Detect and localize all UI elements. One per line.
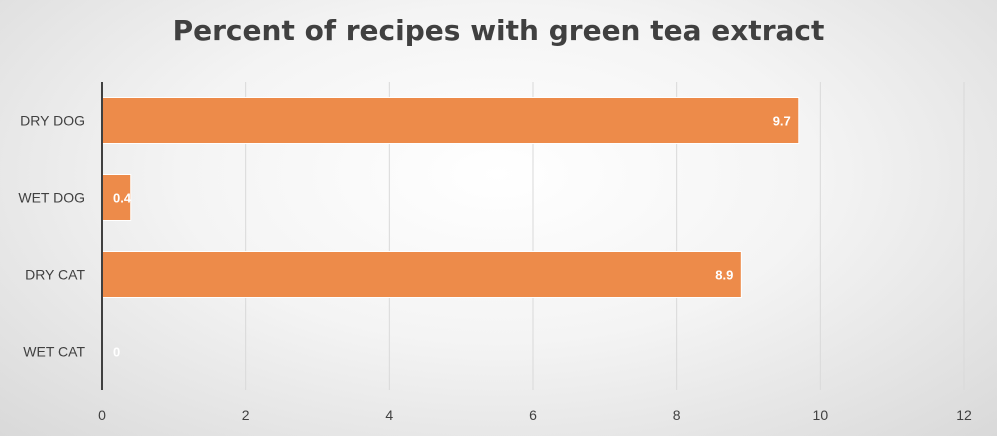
x-tick-label-0: 0 [98,407,106,423]
data-label-0: 9.7 [773,114,791,129]
data-label-3: 0 [113,345,120,360]
bar-1 [101,174,132,221]
x-tick-label-3: 6 [529,407,537,423]
x-tick-label-4: 8 [673,407,681,423]
category-label-1: WET DOG [18,190,85,206]
data-label-1: 0.4 [113,191,132,206]
category-label-3: WET CAT [23,344,85,360]
x-tick-label-1: 2 [242,407,250,423]
x-tick-label-5: 10 [813,407,829,423]
category-label-2: DRY CAT [25,267,85,283]
x-tick-label-6: 12 [956,407,972,423]
bar-2 [101,251,742,298]
x-tick-label-2: 4 [385,407,393,423]
category-label-0: DRY DOG [20,113,85,129]
data-label-2: 8.9 [715,268,733,283]
bar-0 [101,97,800,144]
chart-title: Percent of recipes with green tea extrac… [172,14,825,47]
